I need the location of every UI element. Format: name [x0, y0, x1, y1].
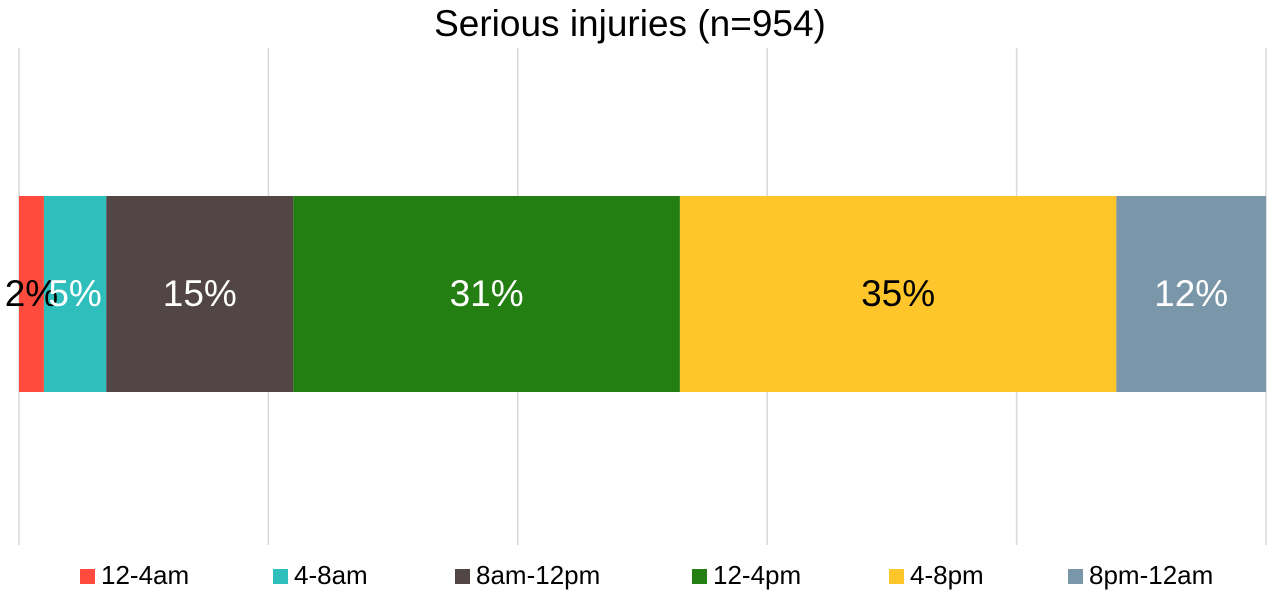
legend-swatch: [273, 569, 288, 584]
bar-segment: [106, 196, 294, 392]
data-label: 5%: [48, 273, 101, 314]
bar-segment: [19, 196, 44, 392]
data-label: 31%: [450, 273, 524, 314]
legend-label: 12-4am: [101, 560, 189, 590]
bar-segment: [679, 196, 1117, 392]
data-label: 35%: [861, 273, 935, 314]
bar-segment: [293, 196, 680, 392]
legend-label: 12-4pm: [713, 560, 801, 590]
bar-segment: [1116, 196, 1266, 392]
data-label: 2%: [5, 273, 58, 314]
data-label: 12%: [1154, 273, 1228, 314]
legend-label: 8am-12pm: [476, 560, 600, 590]
legend-label: 4-8pm: [910, 560, 984, 590]
legend-label: 4-8am: [294, 560, 368, 590]
legend-swatch: [80, 569, 95, 584]
data-label: 15%: [163, 273, 237, 314]
legend-swatch: [455, 569, 470, 584]
chart-title: Serious injuries (n=954): [434, 3, 826, 44]
legend-swatch: [1068, 569, 1083, 584]
legend-label: 8pm-12am: [1089, 560, 1213, 590]
legend-swatch: [889, 569, 904, 584]
legend-swatch: [692, 569, 707, 584]
bar-segment: [43, 196, 107, 392]
